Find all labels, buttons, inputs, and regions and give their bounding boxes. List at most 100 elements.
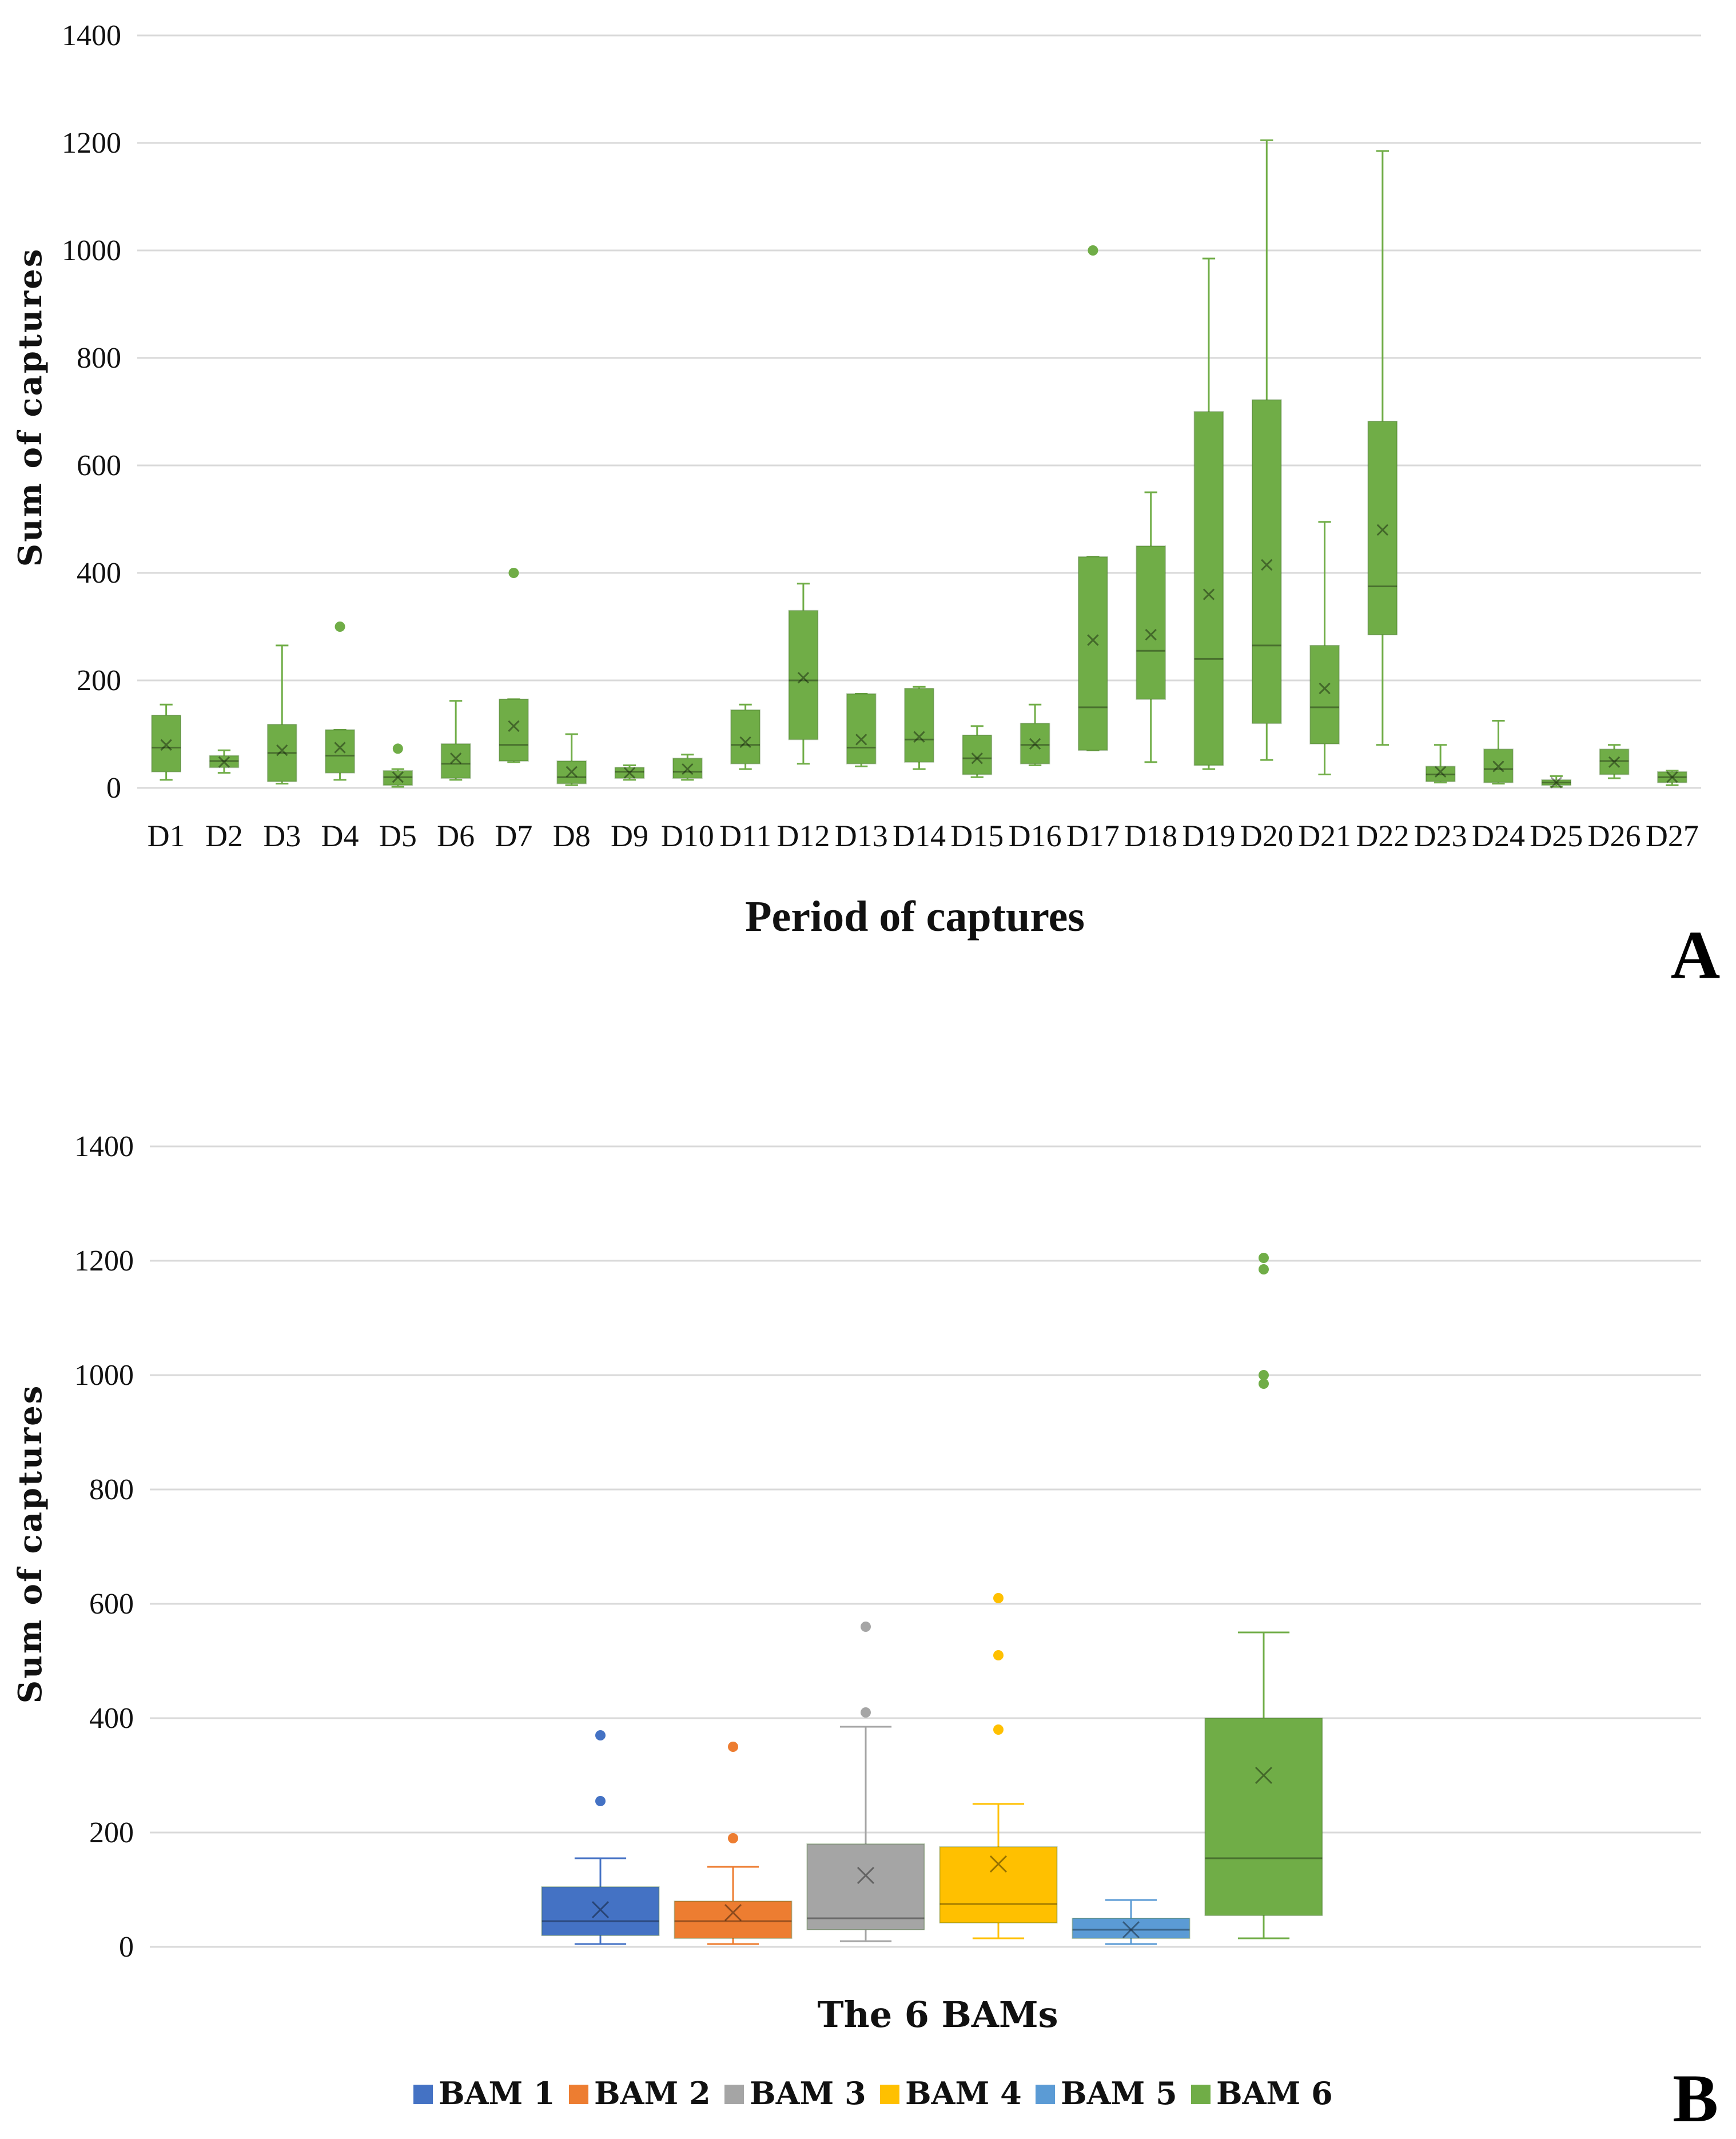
y-ticks-b: 0 200 400 600 800 1000 1200 1400	[74, 1130, 134, 1963]
box-d27-box	[1657, 771, 1687, 783]
legend-swatch-bam-3	[724, 2085, 744, 2104]
box-bam-3-outlier	[861, 1707, 871, 1718]
x-tick-label-a: D4	[321, 819, 359, 853]
box-bam-4-outlier	[993, 1650, 1004, 1660]
legend-b: BAM 1 BAM 2 BAM 3 BAM 4 BAM 5 BAM 6	[413, 2075, 1333, 2112]
y-tick-label-a: 400	[77, 557, 121, 589]
box-d23-box	[1425, 766, 1456, 782]
box-d15-box	[962, 734, 993, 775]
box-d8-mean-marker	[566, 766, 578, 778]
grid-a	[137, 34, 1701, 789]
box-bam-4-outlier	[993, 1724, 1004, 1735]
legend-label-bam-6: BAM 6	[1216, 2075, 1333, 2112]
box-d10-box	[672, 758, 703, 779]
x-tick-label-a: D8	[553, 819, 591, 853]
x-tick-label-a: D13	[835, 819, 888, 853]
y-axis-title-a: Sum of captures	[11, 248, 49, 567]
box-d25	[1541, 775, 1572, 788]
box-bam-6-box	[1204, 1718, 1323, 1916]
boxes-b	[541, 1253, 1323, 1945]
box-bam-4	[939, 1593, 1058, 1939]
box-d13-box	[846, 693, 877, 764]
x-tick-label-a: D11	[719, 819, 771, 853]
box-d9-box	[614, 767, 645, 779]
box-d22-box	[1367, 420, 1398, 636]
box-d4	[325, 622, 355, 781]
legend-label-bam-5: BAM 5	[1061, 2075, 1177, 2112]
box-d23	[1425, 744, 1456, 784]
box-d21-box	[1309, 644, 1340, 744]
box-bam-6-outlier	[1259, 1370, 1269, 1380]
y-tick-label-b: 0	[119, 1931, 134, 1963]
box-d13	[846, 693, 877, 767]
box-d5-mean-marker	[392, 771, 404, 783]
x-tick-label-a: D1	[148, 819, 185, 853]
legend-label-bam-3: BAM 3	[750, 2075, 866, 2112]
box-d23-mean-marker	[1434, 766, 1447, 778]
box-d2-box	[209, 755, 240, 768]
x-tick-label-a: D10	[661, 819, 714, 853]
x-ticks-a: D1 D2 D3 D4 D5 D6 D7 D8 D9 D10 D11 D12 D13 D14 D15 D16 D…	[148, 819, 1699, 853]
legend-swatch-bam-5	[1036, 2085, 1055, 2104]
box-d16-box	[1020, 723, 1050, 764]
box-d18	[1136, 491, 1166, 763]
box-bam-6-outlier	[1259, 1264, 1269, 1274]
box-d9	[614, 764, 645, 781]
box-d8-box	[556, 760, 587, 784]
box-d8	[556, 733, 587, 786]
box-bam-5-mean-marker	[1122, 1921, 1140, 1939]
box-bam-6-mean-marker	[1255, 1766, 1273, 1785]
box-d4-box	[325, 729, 355, 774]
box-d3	[266, 644, 297, 784]
x-tick-label-a: D22	[1356, 819, 1409, 853]
grid-b	[150, 1145, 1701, 1948]
box-d25-box	[1541, 779, 1572, 786]
legend-swatch-bam-1	[413, 2085, 433, 2104]
box-d15-mean-marker	[971, 752, 983, 764]
y-tick-label-b: 800	[89, 1473, 134, 1506]
x-tick-label-a: D16	[1009, 819, 1062, 853]
x-tick-label-a: D27	[1646, 819, 1699, 853]
box-d12-box	[788, 610, 819, 740]
x-tick-label-a: D15	[950, 819, 1004, 853]
x-tick-label-a: D12	[777, 819, 830, 853]
x-tick-label-a: D3	[263, 819, 301, 853]
y-tick-label-b: 1200	[74, 1245, 134, 1277]
box-bam-6-outlier	[1259, 1253, 1269, 1263]
y-tick-label-b: 400	[89, 1702, 134, 1735]
box-d1-mean-marker	[160, 739, 172, 751]
y-ticks-a: 0 200 400 600 800 1000 1200 1400	[62, 19, 121, 804]
legend-label-bam-1: BAM 1	[439, 2075, 555, 2112]
y-tick-label-a: 1000	[62, 234, 121, 267]
box-d6-mean-marker	[449, 752, 462, 764]
y-tick-label-a: 0	[106, 772, 121, 804]
y-tick-label-a: 600	[77, 449, 121, 482]
box-d14-mean-marker	[913, 731, 925, 743]
box-d3-mean-marker	[276, 744, 288, 756]
box-d6	[440, 700, 471, 781]
box-d10	[672, 754, 703, 781]
box-d24	[1483, 720, 1514, 784]
box-d2-mean-marker	[218, 756, 230, 768]
box-bam-3-mean-marker	[857, 1866, 875, 1885]
box-bam-1	[541, 1730, 660, 1945]
box-bam-4-mean-marker	[989, 1855, 1008, 1873]
y-tick-label-b: 1000	[74, 1359, 134, 1392]
box-d15	[962, 725, 993, 778]
x-axis-title-b: The 6 BAMs	[817, 1994, 1058, 2036]
box-d26-mean-marker	[1608, 756, 1620, 768]
x-tick-label-a: D20	[1240, 819, 1293, 853]
x-tick-label-a: D14	[893, 819, 946, 853]
box-bam-2-box	[674, 1901, 793, 1939]
box-bam-1-box	[541, 1886, 660, 1936]
legend-swatch-bam-4	[880, 2085, 899, 2104]
x-tick-label-a: D2	[205, 819, 243, 853]
y-axis-title-b: Sum of captures	[11, 1384, 49, 1704]
box-d7	[499, 568, 529, 763]
box-d11-mean-marker	[739, 736, 751, 748]
box-d22	[1367, 150, 1398, 746]
box-d9-mean-marker	[623, 767, 636, 779]
box-d14	[904, 686, 934, 770]
box-d4-mean-marker	[334, 742, 346, 754]
y-tick-label-a: 1200	[62, 127, 121, 160]
